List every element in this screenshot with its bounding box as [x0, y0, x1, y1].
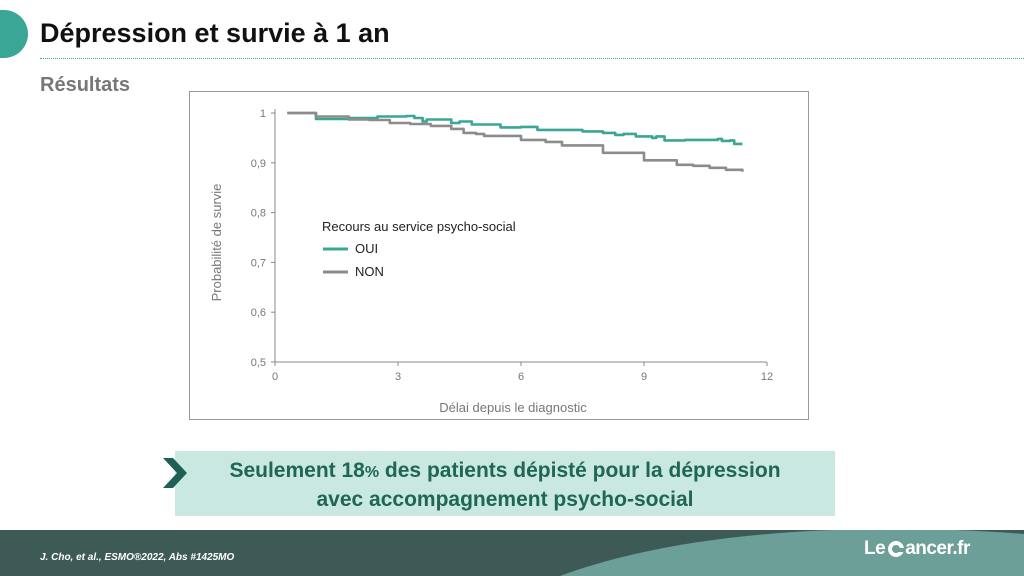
legend-label-oui: OUI — [355, 241, 378, 256]
series-line-oui — [287, 111, 743, 146]
brand-text-end: ancer.fr — [905, 538, 970, 559]
title-divider — [40, 58, 1024, 59]
x-tick-label: 12 — [761, 371, 773, 383]
y-tick-label: 0,5 — [251, 357, 266, 369]
brand-logo: Le ancer.fr — [864, 538, 970, 560]
brand-c-icon — [888, 541, 905, 557]
survival-chart: 0,5 0,6 0,7 0,8 0,9 1 0 3 6 9 12 Délai depuis le di… — [189, 91, 809, 420]
slide-title: Dépression et survie à 1 an — [40, 18, 390, 48]
callout-line1-end: des patients dépisté pour la dépression — [379, 459, 781, 482]
x-tick-label: 3 — [395, 371, 401, 383]
slide-subtitle: Résultats — [40, 74, 131, 96]
series-line-non — [287, 111, 744, 172]
footer-shape — [0, 530, 1024, 576]
callout-box: Seulement 18% des patients dépisté pour … — [175, 451, 835, 516]
citation: J. Cho, et al., ESMO®2022, Abs #1425MO — [40, 552, 235, 563]
x-tick-label: 9 — [641, 371, 647, 383]
legend-title: Recours au service psycho-social — [322, 219, 516, 234]
y-tick-label: 0,7 — [251, 257, 266, 269]
callout-line2: avec accompagnement psycho-social — [316, 488, 694, 511]
brand-text-start: Le — [864, 538, 886, 559]
legend-label-non: NON — [355, 264, 384, 279]
title-accent-tab — [0, 10, 28, 58]
x-axis-label: Délai depuis le diagnostic — [439, 400, 587, 415]
y-tick-label: 1 — [260, 108, 266, 120]
footer-band — [0, 530, 1024, 576]
y-tick-label: 0,6 — [251, 307, 266, 319]
x-tick-label: 0 — [272, 371, 278, 383]
callout-percent-sign: % — [364, 464, 380, 481]
callout-line1-start: Seulement 18 — [229, 459, 365, 482]
y-axis-label: Probabilité de survie — [209, 184, 224, 302]
chart-svg: 0,5 0,6 0,7 0,8 0,9 1 0 3 6 9 12 Délai depuis le di… — [209, 108, 773, 415]
chevron-right-icon — [163, 458, 187, 488]
y-tick-label: 0,8 — [251, 208, 266, 220]
x-tick-label: 6 — [518, 371, 524, 383]
callout-text: Seulement 18% des patients dépisté pour … — [175, 457, 835, 513]
y-tick-label: 0,9 — [251, 158, 266, 170]
